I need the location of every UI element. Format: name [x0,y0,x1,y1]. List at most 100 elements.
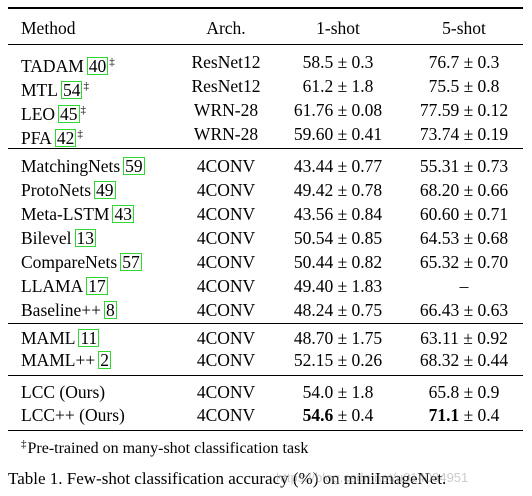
citation-link[interactable]: 11 [78,328,100,348]
table-row: LEO 45 ‡ WRN-28 61.76 ± 0.08 77.59 ± 0.12 [0,98,532,124]
arch-cell: 4CONV [196,252,256,272]
arch-cell: 4CONV [196,228,256,248]
arch-cell: 4CONV [196,328,256,348]
citation-link[interactable]: 13 [74,228,97,248]
group-rule [8,148,523,149]
table-row: Meta-LSTM 43 4CONV 43.56 ± 0.84 60.60 ± 0… [0,202,532,226]
five-shot-cell: 68.20 ± 0.66 [419,180,509,200]
pretrained-mark: ‡ [83,80,89,92]
table-row: Baseline++ 8 4CONV 48.24 ± 0.75 66.43 ± 0… [0,298,532,322]
table-row: LCC (Ours) 4CONV 54.0 ± 1.8 65.8 ± 0.9 [0,380,532,404]
table-row: LLAMA 17 4CONV 49.40 ± 1.83 – [0,274,532,298]
footnote-mark: ‡ [21,438,27,450]
top-rule [8,7,523,9]
header-1shot: 1-shot [316,18,360,38]
watermark: https://blog.csdn.net/u014084951 [276,470,469,485]
citation-link[interactable]: 54 [60,80,83,100]
method-cell: LLAMA 17 [21,276,108,296]
arch-cell: WRN-28 [193,100,259,120]
arch-cell: 4CONV [196,382,256,402]
one-shot-cell: 61.2 ± 1.8 [302,76,374,96]
group-rule [8,375,523,376]
header-rule [8,44,523,45]
five-shot-cell: 55.31 ± 0.73 [419,156,509,176]
one-shot-cell: 54.0 ± 1.8 [302,382,374,402]
one-shot-cell: 49.42 ± 0.78 [293,180,383,200]
one-shot-cell: 48.24 ± 0.75 [293,300,383,320]
arch-cell: 4CONV [196,156,256,176]
bottom-rule [8,430,523,431]
table-row: MAML++ 2 4CONV 52.15 ± 0.26 68.32 ± 0.44 [0,348,532,372]
method-cell: LEO 45 ‡ [21,104,87,124]
one-shot-cell: 48.70 ± 1.75 [293,328,383,348]
arch-cell: 4CONV [196,405,256,425]
method-cell: MatchingNets 59 [21,156,145,176]
table-row: PFA 42 ‡ WRN-28 59.60 ± 0.41 73.74 ± 0.19 [0,122,532,148]
best-value: 71.1 [428,405,460,425]
method-cell: LCC (Ours) [21,382,106,402]
five-shot-cell: 65.8 ± 0.9 [428,382,500,402]
citation-link[interactable]: 59 [123,156,145,176]
citation-link[interactable]: 8 [104,300,117,320]
citation-link[interactable]: 40 [86,56,109,76]
one-shot-cell: 58.5 ± 0.3 [302,52,374,72]
one-shot-cell: 50.44 ± 0.82 [293,252,383,272]
best-value: 54.6 [302,405,334,425]
arch-cell: 4CONV [196,300,256,320]
citation-link[interactable]: 49 [94,180,116,200]
method-cell: PFA 42 ‡ [21,128,83,148]
one-shot-cell: 43.56 ± 0.84 [293,204,383,224]
one-shot-cell: 43.44 ± 0.77 [293,156,383,176]
method-cell: MAML++ 2 [21,350,111,370]
method-cell: Meta-LSTM 43 [21,204,134,224]
header-method: Method [21,18,76,38]
arch-cell: 4CONV [196,276,256,296]
table-row: MatchingNets 59 4CONV 43.44 ± 0.77 55.31 … [0,154,532,178]
one-shot-cell: 49.40 ± 1.83 [293,276,383,296]
five-shot-cell: 63.11 ± 0.92 [420,328,508,348]
one-shot-cell: 50.54 ± 0.85 [293,228,383,248]
table-row: CompareNets 57 4CONV 50.44 ± 0.82 65.32 ±… [0,250,532,274]
header-row: Method Arch. 1-shot 5-shot [0,16,532,40]
five-shot-cell: 77.59 ± 0.12 [419,100,509,120]
footnote: ‡Pre-trained on many-shot classification… [21,433,308,460]
table-row: LCC++ (Ours) 4CONV 54.6 ± 0.4 71.1 ± 0.4 [0,403,532,427]
table-caption: Table 1. Few-shot classification accurac… [8,469,447,488]
five-shot-cell: 76.7 ± 0.3 [428,52,500,72]
method-cell: LCC++ (Ours) [21,405,125,425]
five-shot-cell: 60.60 ± 0.71 [419,204,509,224]
method-cell: MTL 54 ‡ [21,80,89,100]
method-cell: Bilevel 13 [21,228,97,248]
five-shot-cell: 68.32 ± 0.44 [419,350,509,370]
method-cell: ProtoNets 49 [21,180,116,200]
group-rule [8,323,523,324]
five-shot-cell: 64.53 ± 0.68 [419,228,509,248]
arch-cell: ResNet12 [191,52,261,72]
citation-link[interactable]: 2 [98,350,111,370]
arch-cell: 4CONV [196,204,256,224]
one-shot-cell: 59.60 ± 0.41 [293,124,383,144]
five-shot-cell: 65.32 ± 0.70 [419,252,509,272]
arch-cell: 4CONV [196,180,256,200]
one-shot-cell: 52.15 ± 0.26 [293,350,383,370]
citation-link[interactable]: 57 [120,252,142,272]
table-row: MTL 54 ‡ ResNet12 61.2 ± 1.8 75.5 ± 0.8 [0,74,532,100]
pretrained-mark: ‡ [77,128,83,140]
one-shot-cell: 54.6 ± 0.4 [302,405,374,425]
method-cell: Baseline++ 8 [21,300,117,320]
citation-link[interactable]: 45 [58,104,80,124]
citation-link[interactable]: 17 [86,276,108,296]
five-shot-cell: 66.43 ± 0.63 [419,300,509,320]
five-shot-cell: 71.1 ± 0.4 [428,405,500,425]
arch-cell: WRN-28 [193,124,259,144]
footnote-text: Pre-trained on many-shot classification … [27,440,309,457]
table-row: TADAM 40 ‡ ResNet12 58.5 ± 0.3 76.7 ± 0.3 [0,50,532,76]
method-cell: TADAM 40 ‡ [21,56,115,76]
five-shot-cell: 75.5 ± 0.8 [428,76,500,96]
table-row: MAML 11 4CONV 48.70 ± 1.75 63.11 ± 0.92 [0,326,532,350]
citation-link[interactable]: 43 [112,204,134,224]
citation-link[interactable]: 42 [54,128,77,148]
five-shot-cell: 73.74 ± 0.19 [419,124,509,144]
header-5shot: 5-shot [442,18,486,38]
method-cell: MAML 11 [21,328,100,348]
